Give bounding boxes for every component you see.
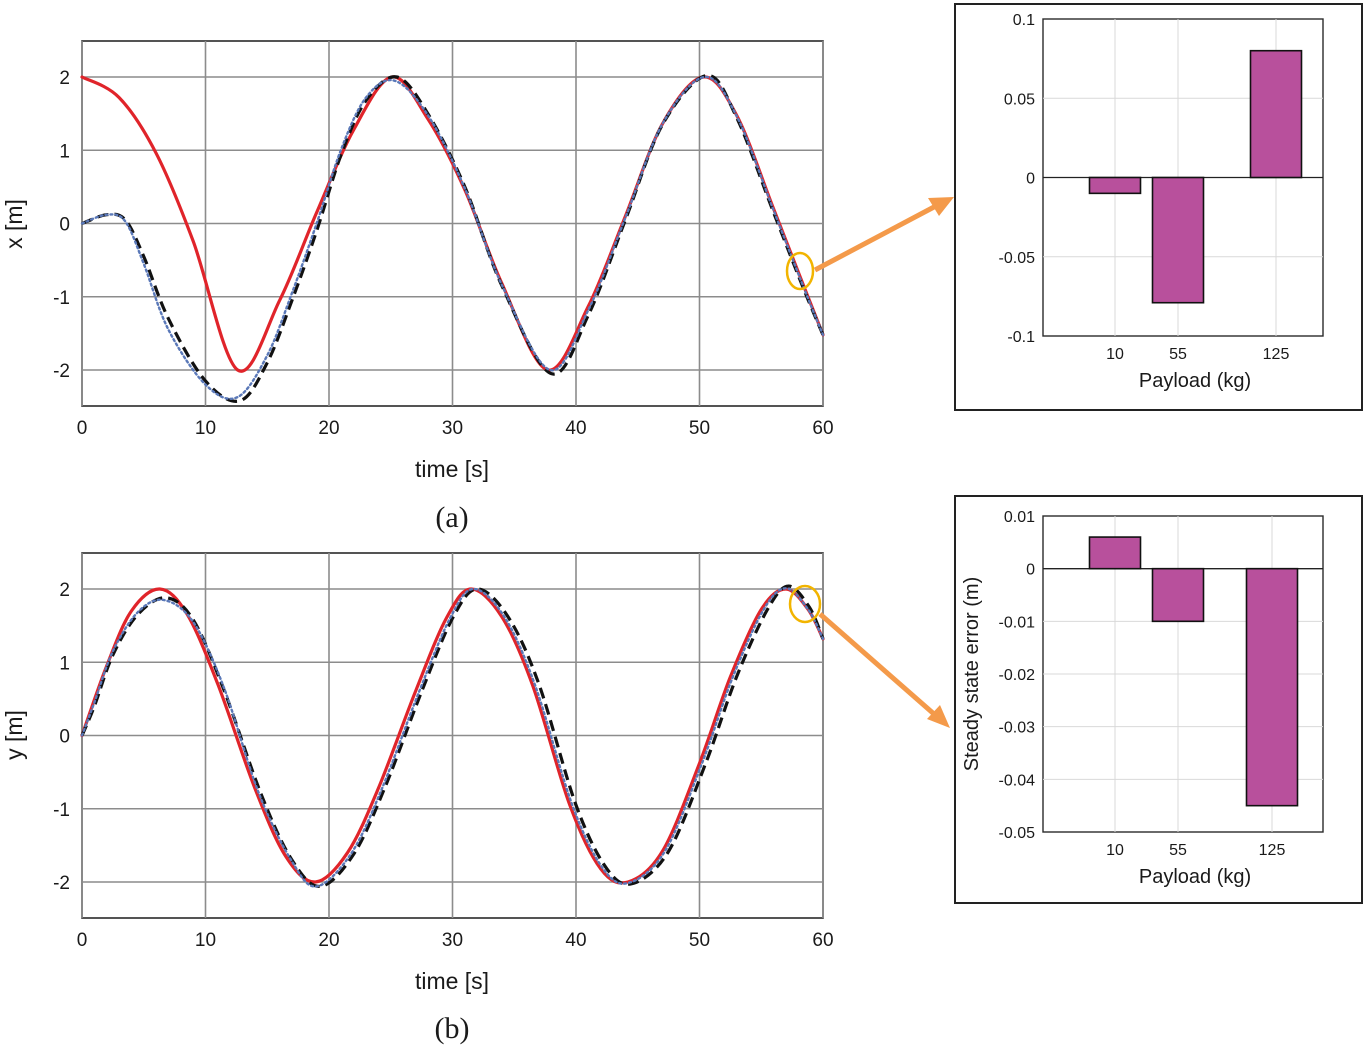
chart-a-ytick-2: 0 [59,215,70,236]
chart-a-grid [81,41,824,406]
inset-a-bar-125 [1249,49,1303,179]
inset-b-xtick-0: 10 [1106,842,1124,859]
inset-a-xtick-0: 10 [1106,346,1124,363]
chart-b-ytick-4: 2 [59,580,70,601]
highlight-ellipse-a [785,251,815,291]
chart-a-xtick-0: 0 [77,418,88,439]
inset-b-xlabel: Payload (kg) [1139,866,1251,888]
chart-b-series-reference [80,587,825,885]
chart-a-xtick-2: 20 [318,418,339,439]
annotations [785,197,954,728]
inset-b-bar-10 [1088,536,1142,570]
chart-a-xtick-4: 40 [565,418,586,439]
chart-b-ytick-2: 0 [59,727,70,748]
chart-b-series [80,584,825,888]
chart-b-xtick-3: 30 [442,930,463,951]
inset-b-ytick-1: -0.04 [999,772,1036,789]
inset-a-ytick-1: -0.05 [999,250,1036,267]
inset-a-ytick-4: 0.1 [1013,12,1035,29]
chart-b-xtick-2: 20 [318,930,339,951]
inset-b-ytick-0: -0.05 [999,825,1036,842]
inset-a-xtick-2: 125 [1263,346,1290,363]
chart-a-ticks: 0 10 20 30 40 50 60 -2 -1 0 1 2 [53,68,833,439]
chart-a-xlabel: time [s] [415,456,489,482]
chart-b-ticks: 0 10 20 30 40 50 60 -2 -1 0 1 2 [53,580,833,951]
chart-b-caption: (b) [435,1012,470,1045]
arrow-b-head [927,705,950,728]
chart-b-xlabel: time [s] [415,968,489,994]
chart-b-xtick-4: 40 [565,930,586,951]
inset-b-xtick-1: 55 [1169,842,1187,859]
chart-b-ytick-3: 1 [59,653,70,674]
inset-b-ytick-5: 0 [1026,562,1035,579]
inset-a-ytick-3: 0.05 [1004,91,1035,108]
chart-b-xtick-5: 50 [689,930,710,951]
arrow-a-shaft [813,204,936,273]
inset-a-xtick-1: 55 [1169,346,1187,363]
inset-a-bar-55 [1151,176,1205,304]
inset-b-ytick-3: -0.02 [999,667,1036,684]
inset-b-chart: -0.05 -0.04 -0.03 -0.02 -0.01 0 0.01 10 55 125 Pa… [961,509,1324,888]
chart-a-ytick-4: 2 [59,68,70,89]
inset-b-bar-125 [1245,567,1299,807]
chart-a-xtick-6: 60 [812,418,833,439]
chart-b-series-response-1 [80,584,825,888]
inset-a-ytick-0: -0.1 [1007,329,1035,346]
inset-b-bars [1088,536,1299,807]
chart-a: 0 10 20 30 40 50 60 -2 -1 0 1 2 time [s] x [m] (a) [1,40,834,534]
arrow-a-head [928,197,954,216]
chart-b-ylabel: y [m] [1,710,27,760]
inset-b-ticks: -0.05 -0.04 -0.03 -0.02 -0.01 0 0.01 10 55 125 [999,509,1286,859]
chart-a-ytick-3: 1 [59,141,70,162]
arrow-b-shaft [818,612,936,716]
chart-a-ytick-0: -2 [53,361,70,382]
chart-b-xtick-6: 60 [812,930,833,951]
inset-a-bar-10 [1088,176,1142,195]
chart-a-ylabel: x [m] [1,199,27,249]
chart-b-ytick-0: -2 [53,873,70,894]
inset-a-xlabel: Payload (kg) [1139,370,1251,392]
chart-a-caption: (a) [435,501,468,534]
chart-a-series-response-2 [80,75,825,400]
inset-a-chart: -0.1 -0.05 0 0.05 0.1 10 55 125 Payload (kg) [999,12,1324,392]
chart-a-xtick-1: 10 [195,418,216,439]
chart-b: 0 10 20 30 40 50 60 -2 -1 0 1 2 time [s] y [m] (b) [1,552,834,1045]
inset-b-ytick-6: 0.01 [1004,509,1035,526]
inset-a-ytick-2: 0 [1026,171,1035,188]
inset-a-ticks: -0.1 -0.05 0 0.05 0.1 10 55 125 [999,12,1290,363]
chart-b-xtick-1: 10 [195,930,216,951]
inset-b-ylabel: Steady state error (m) [961,577,983,772]
chart-b-ytick-1: -1 [53,800,70,821]
highlight-ellipse-b [788,584,822,624]
inset-b-xtick-2: 125 [1259,842,1286,859]
inset-b-bar-55 [1151,567,1205,623]
chart-b-series-response-2 [80,587,825,888]
inset-a-bars [1088,49,1303,304]
inset-b-ytick-2: -0.03 [999,720,1036,737]
chart-a-series [80,73,825,403]
chart-a-xtick-5: 50 [689,418,710,439]
chart-a-ytick-1: -1 [53,288,70,309]
inset-b-ytick-4: -0.01 [999,614,1036,631]
chart-a-xtick-3: 30 [442,418,463,439]
chart-b-xtick-0: 0 [77,930,88,951]
